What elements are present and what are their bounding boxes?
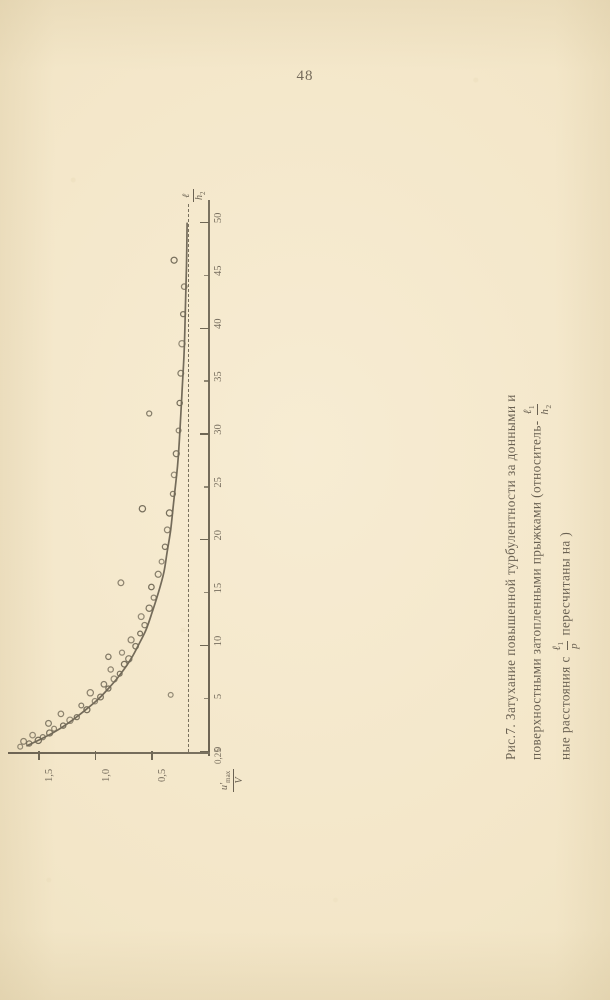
outlier-point — [138, 504, 147, 513]
data-point — [86, 689, 95, 697]
data-point — [125, 655, 133, 663]
data-point — [176, 399, 183, 407]
data-point — [66, 716, 74, 725]
caption-line-3-text-b: пересчитаны на — [558, 540, 574, 636]
data-point — [161, 543, 169, 551]
caption-line-3-close: ) — [558, 531, 574, 537]
data-point — [170, 256, 178, 264]
caption-line-2: поверхностными затопленными прыжками (от… — [522, 200, 553, 760]
data-point — [105, 685, 112, 692]
data-point — [34, 736, 43, 745]
outlier-point — [167, 691, 174, 698]
data-point — [179, 310, 187, 318]
outlier-point — [105, 653, 112, 661]
caption-line-3-text-a: ные расстояния с — [558, 656, 574, 760]
figure-label: Рис.7. — [503, 723, 518, 760]
data-point — [29, 731, 36, 739]
data-point — [158, 558, 165, 565]
data-point — [175, 427, 182, 434]
data-point — [78, 702, 85, 709]
data-point — [178, 339, 186, 348]
data-point — [73, 713, 80, 721]
data-point — [137, 630, 144, 637]
data-point — [110, 675, 118, 683]
caption-fraction-l1-p: ℓ1 p — [551, 641, 581, 651]
data-point — [39, 734, 46, 741]
caption-fraction-numerator: ℓ1 — [522, 404, 537, 415]
data-point — [145, 604, 153, 612]
caption-line-1-text: Затухание повышенной турбулентности за д… — [503, 394, 518, 721]
data-point — [44, 719, 53, 727]
data-point — [17, 743, 24, 750]
outlier-markers — [105, 410, 174, 698]
caption-fraction-denominator: h2 — [538, 404, 553, 415]
data-point — [132, 642, 139, 650]
data-point — [45, 729, 54, 737]
data-point — [25, 740, 33, 747]
caption-fraction-numerator: ℓ1 — [551, 641, 566, 651]
data-point — [59, 722, 67, 729]
data-point — [165, 509, 174, 517]
data-point — [118, 649, 126, 656]
data-point — [57, 710, 65, 718]
outlier-point — [117, 579, 125, 587]
caption-line-3: ные расстояния с ℓ1 p пересчитаны на ) — [551, 200, 581, 760]
data-point — [180, 283, 188, 290]
data-point — [120, 660, 128, 668]
page-number: 48 — [296, 68, 314, 84]
data-point — [177, 369, 185, 377]
figure-caption: Рис.7. Затухание повышенной турбулентнос… — [498, 200, 580, 760]
data-point — [154, 570, 162, 578]
caption-fraction-denominator: p — [568, 642, 581, 649]
data-point — [96, 693, 105, 701]
outlier-point — [146, 410, 153, 417]
data-point-markers — [17, 256, 188, 750]
data-point — [127, 636, 135, 644]
caption-fraction-l1-h2: ℓ1 h2 — [522, 404, 553, 415]
data-point — [172, 450, 180, 458]
caption-rotation-wrapper: Рис.7. Затухание повышенной турбулентнос… — [498, 200, 590, 760]
plot-area: 0 5 10 15 20 25 30 35 40 45 50 0,5 1,0 1,5 0,25 u'ma… — [0, 178, 254, 798]
data-point — [107, 666, 114, 673]
data-point — [150, 594, 157, 601]
data-point — [91, 697, 99, 705]
data-point — [20, 737, 28, 745]
data-point — [169, 490, 177, 498]
data-point — [170, 471, 178, 479]
data-point — [100, 680, 108, 688]
data-point — [51, 725, 58, 732]
data-point — [116, 670, 123, 677]
decay-curve — [26, 222, 188, 747]
data-point — [148, 583, 155, 591]
caption-line-1: Рис.7. Затухание повышенной турбулентнос… — [498, 200, 523, 760]
caption-line-2-text: поверхностными затопленными прыжками (от… — [528, 420, 544, 760]
plot-rotation-wrapper: 0 5 10 15 20 25 30 35 40 45 50 0,5 1,0 1,5 0,25 u'ma… — [0, 178, 254, 798]
data-point — [163, 526, 171, 534]
plot-svg — [17, 222, 188, 750]
data-point — [141, 621, 148, 629]
data-point — [137, 613, 145, 621]
data-point — [83, 706, 91, 714]
